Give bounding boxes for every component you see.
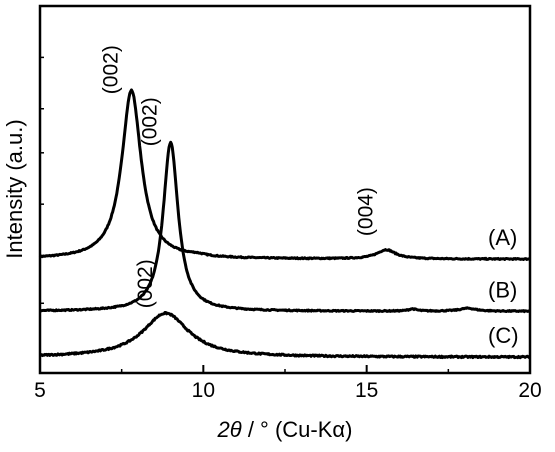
x-tick-label: 10 [192, 379, 215, 402]
labels: (A) (002) (004) (B) (002) (C) (002) [100, 45, 519, 348]
x-tick-label: 5 [34, 379, 46, 402]
series-label: (A) [488, 225, 517, 250]
x-ticks: 5 10 15 20 [34, 56, 542, 402]
series-label: (B) [488, 277, 517, 302]
series-trace [39, 310, 532, 360]
series-trace [38, 88, 531, 262]
x-axis-symbol: 2θ [217, 417, 242, 442]
peak-label: (002) [100, 45, 123, 94]
peak-label: (002) [139, 97, 162, 146]
x-axis-title: 2θ / ° (Cu-Kα) [217, 417, 353, 442]
x-tick-label: 20 [518, 379, 541, 402]
series-label: (C) [488, 323, 519, 348]
x-tick-label: 15 [355, 379, 378, 402]
x-axis-units: / ° (Cu-Kα) [242, 417, 353, 442]
series-trace [39, 140, 531, 314]
peak-label: (004) [354, 187, 377, 236]
peak-label: (002) [134, 259, 157, 308]
traces [38, 88, 532, 360]
y-axis-title: Intensity (a.u.) [2, 119, 27, 258]
